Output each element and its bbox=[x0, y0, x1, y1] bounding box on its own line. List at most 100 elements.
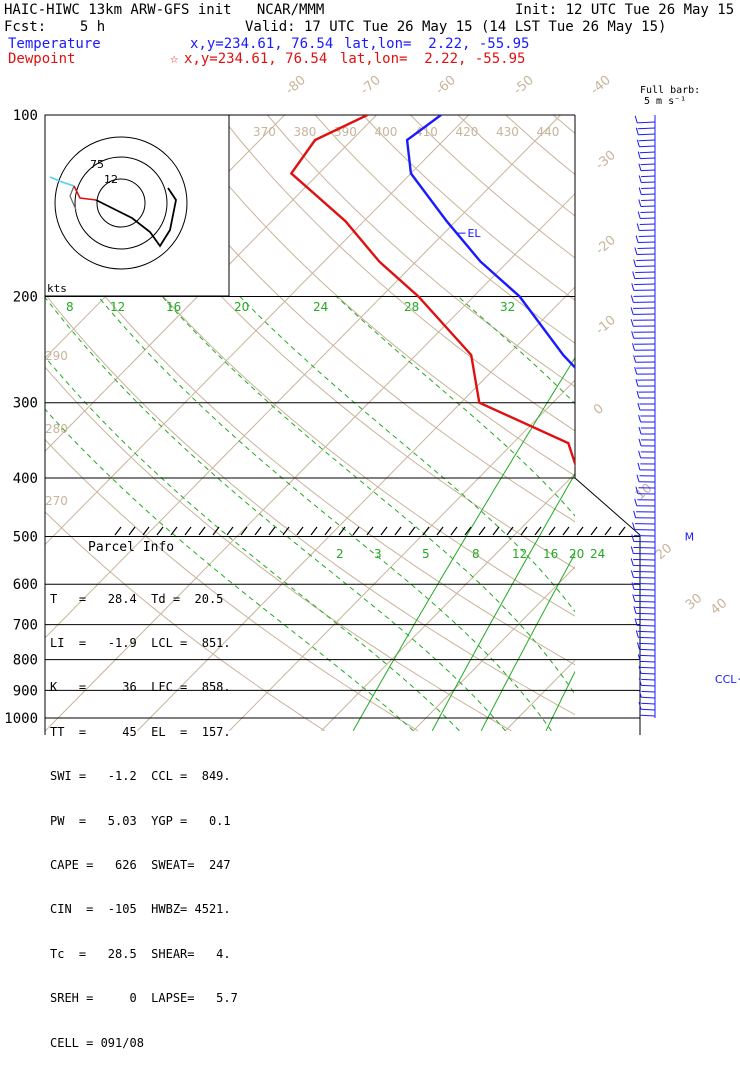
dry-adiabat bbox=[363, 115, 740, 731]
pressure-tick-label: 400 bbox=[13, 471, 38, 487]
pressure-tick-label: 600 bbox=[13, 577, 38, 593]
dry-adiabat bbox=[267, 115, 740, 731]
wind-barb-feather bbox=[639, 439, 641, 446]
hatch-mark bbox=[619, 527, 625, 535]
wind-barb bbox=[641, 206, 655, 207]
hatch-mark bbox=[563, 527, 569, 535]
hatch-mark bbox=[269, 527, 275, 535]
theta-label: 280 bbox=[45, 422, 68, 436]
mixing-ratio-label: 3 bbox=[374, 547, 382, 561]
level-marker-label: M bbox=[685, 530, 695, 543]
hatch-mark bbox=[521, 527, 527, 535]
wind-barb bbox=[638, 631, 655, 632]
parcel-line: CIN = -105 HWBZ= 4521. bbox=[50, 902, 238, 917]
pressure-tick-label: 900 bbox=[13, 683, 38, 699]
dry-adiabat bbox=[315, 115, 740, 731]
wind-barb bbox=[641, 679, 655, 680]
hatch-mark bbox=[535, 527, 541, 535]
wind-barb bbox=[633, 571, 655, 572]
isotherm-label: -60 bbox=[433, 73, 459, 98]
wind-barb bbox=[641, 182, 655, 183]
wind-barb bbox=[638, 637, 655, 638]
parcel-line: CAPE = 626 SWEAT= 247 bbox=[50, 858, 238, 873]
mixing-ratio-label: 12 bbox=[110, 300, 125, 314]
wind-barb bbox=[641, 697, 655, 698]
isotherm-label: -80 bbox=[283, 73, 309, 98]
mixing-ratio-label: 8 bbox=[472, 547, 480, 561]
wind-barb-feather bbox=[631, 307, 633, 314]
wind-barb bbox=[633, 560, 655, 561]
pressure-tick-label: 1000 bbox=[4, 711, 38, 727]
wind-barb bbox=[637, 625, 655, 626]
wind-barb bbox=[641, 709, 655, 710]
isotherm-line bbox=[413, 87, 740, 730]
wind-barb-feather bbox=[632, 535, 634, 542]
wind-barb bbox=[638, 134, 655, 135]
wind-barb bbox=[635, 607, 655, 608]
wind-barb bbox=[641, 685, 655, 686]
hatch-mark bbox=[451, 527, 457, 535]
wind-barb-feather bbox=[631, 570, 633, 577]
wind-barb bbox=[639, 230, 655, 231]
wind-barb-feather bbox=[632, 331, 634, 338]
wind-barb bbox=[634, 284, 655, 285]
theta-label: 290 bbox=[45, 349, 68, 363]
hodograph-units: kts bbox=[47, 282, 67, 295]
isotherm-label: -70 bbox=[358, 73, 384, 98]
wind-barb bbox=[633, 577, 655, 578]
dry-adiabat bbox=[506, 115, 740, 731]
level-marker-label: CCL bbox=[715, 673, 737, 686]
wind-barb bbox=[634, 542, 655, 543]
wind-barb bbox=[641, 212, 656, 213]
wind-barb bbox=[636, 266, 655, 267]
frame-slant bbox=[575, 478, 640, 535]
wind-barb-feather bbox=[632, 283, 634, 290]
wind-barb bbox=[640, 152, 655, 153]
wind-barb bbox=[635, 601, 655, 602]
isotherm-line bbox=[597, 87, 740, 730]
wind-barb bbox=[641, 194, 655, 195]
theta-label: 390 bbox=[334, 125, 357, 139]
hodograph-ring-label: 12 bbox=[104, 173, 118, 186]
hatch-mark bbox=[255, 527, 261, 535]
wind-barb-feather bbox=[639, 188, 641, 195]
isotherm-line bbox=[505, 87, 740, 730]
wind-barb bbox=[635, 272, 655, 273]
hatch-mark bbox=[591, 527, 597, 535]
moist-adiabat bbox=[458, 297, 735, 731]
wind-barb bbox=[639, 643, 655, 644]
barb-key-line1: Full barb: bbox=[640, 85, 700, 96]
hatch-mark bbox=[339, 527, 345, 535]
wind-barb-feather bbox=[634, 260, 636, 267]
parcel-line: PW = 5.03 YGP = 0.1 bbox=[50, 814, 238, 829]
wind-barb bbox=[641, 691, 655, 692]
wind-barb-feather bbox=[631, 547, 633, 554]
hatch-mark bbox=[129, 527, 135, 535]
barb-key-line2: 5 m s⁻¹ bbox=[644, 96, 686, 107]
isotherm-label: -40 bbox=[588, 73, 614, 98]
wind-barb-feather bbox=[637, 224, 639, 231]
wind-barb bbox=[638, 242, 655, 243]
wind-barb-feather bbox=[639, 427, 641, 434]
wind-barb-feather bbox=[639, 164, 641, 171]
wind-barb bbox=[641, 667, 655, 668]
wind-barb-feather bbox=[631, 319, 633, 326]
wind-barb bbox=[640, 158, 655, 159]
hatch-mark bbox=[311, 527, 317, 535]
moist-adiabat bbox=[337, 297, 690, 731]
hatch-mark bbox=[395, 527, 401, 535]
wind-barb bbox=[635, 278, 655, 279]
dry-adiabat bbox=[696, 115, 740, 731]
parcel-line: CELL = 091/08 bbox=[50, 1036, 238, 1051]
mixing-ratio-line bbox=[707, 221, 740, 731]
wind-barb bbox=[641, 673, 655, 674]
wind-barb bbox=[639, 140, 655, 141]
wind-barb bbox=[641, 703, 655, 704]
wind-barb bbox=[640, 218, 655, 219]
wind-barb bbox=[641, 200, 655, 201]
wind-barb bbox=[634, 548, 656, 549]
mixing-ratio-label: 16 bbox=[166, 300, 181, 314]
isotherm-line bbox=[689, 87, 740, 730]
theta-label: 440 bbox=[537, 125, 560, 139]
mixing-ratio-label: 28 bbox=[404, 300, 419, 314]
